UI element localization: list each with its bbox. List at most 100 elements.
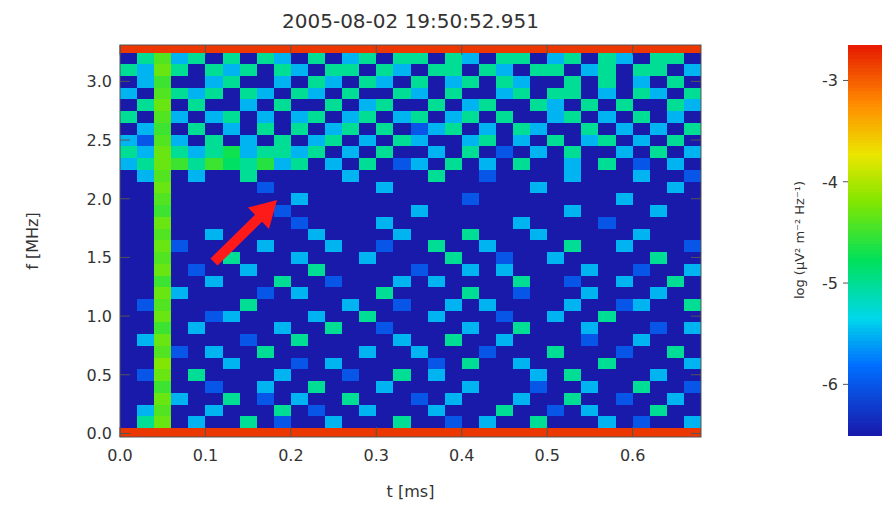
- cell: [308, 345, 326, 357]
- cell: [513, 263, 531, 275]
- cell: [274, 122, 292, 134]
- cell: [411, 263, 429, 275]
- cell: [274, 322, 292, 334]
- cell: [445, 216, 463, 228]
- cell: [633, 345, 651, 357]
- cell: [154, 52, 172, 64]
- cell: [650, 299, 668, 311]
- cell: [342, 322, 360, 334]
- cell: [530, 169, 548, 181]
- cell: [308, 169, 326, 181]
- x-tick: [120, 427, 121, 437]
- cell: [120, 52, 138, 64]
- cell: [291, 322, 309, 334]
- cell: [120, 369, 138, 381]
- cell: [650, 252, 668, 264]
- cell: [325, 216, 343, 228]
- cell: [325, 252, 343, 264]
- x-tick-top: [120, 45, 121, 55]
- cell: [547, 45, 565, 53]
- cell: [581, 334, 599, 346]
- y-tick-label: 3.0: [87, 72, 112, 91]
- cell: [564, 45, 582, 53]
- cell: [188, 369, 206, 381]
- cell: [359, 52, 377, 64]
- cell: [411, 240, 429, 252]
- cell: [684, 134, 701, 146]
- cell: [684, 275, 701, 287]
- cell: [154, 64, 172, 76]
- cell: [564, 181, 582, 193]
- cell: [496, 299, 514, 311]
- cell: [308, 76, 326, 88]
- cell: [633, 334, 651, 346]
- cell: [581, 310, 599, 322]
- cell: [359, 404, 377, 416]
- cell: [411, 369, 429, 381]
- cell: [547, 169, 565, 181]
- cell: [616, 158, 634, 170]
- cell: [650, 275, 668, 287]
- cell: [308, 392, 326, 404]
- cell: [240, 345, 258, 357]
- cell: [445, 228, 463, 240]
- plot-frame: [120, 45, 701, 437]
- cell: [205, 416, 223, 428]
- cell: [240, 111, 258, 123]
- cell: [530, 428, 548, 437]
- x-tick: [205, 427, 206, 437]
- x-tick: [376, 427, 377, 437]
- cell: [308, 416, 326, 428]
- cell: [223, 310, 241, 322]
- cell: [513, 299, 531, 311]
- cell: [291, 369, 309, 381]
- cell: [342, 76, 360, 88]
- cell: [616, 87, 634, 99]
- cell: [479, 275, 497, 287]
- cell: [513, 252, 531, 264]
- cell: [581, 45, 599, 53]
- cell: [479, 169, 497, 181]
- cell: [633, 416, 651, 428]
- cell: [376, 216, 394, 228]
- cell: [462, 52, 480, 64]
- cell: [684, 45, 701, 53]
- cell: [428, 381, 446, 393]
- cell: [667, 334, 685, 346]
- cell: [359, 99, 377, 111]
- cell: [650, 369, 668, 381]
- x-tick-label: 0.1: [193, 446, 218, 465]
- cell: [581, 87, 599, 99]
- cell: [308, 193, 326, 205]
- cell: [393, 45, 411, 53]
- cell: [393, 99, 411, 111]
- cell: [205, 369, 223, 381]
- cell: [376, 275, 394, 287]
- cell: [137, 228, 155, 240]
- cell: [325, 76, 343, 88]
- cell: [547, 158, 565, 170]
- cell: [257, 134, 275, 146]
- cell: [564, 287, 582, 299]
- cell: [479, 87, 497, 99]
- cell: [342, 45, 360, 53]
- cell: [171, 205, 189, 217]
- cell: [598, 287, 616, 299]
- cell: [188, 122, 206, 134]
- cell: [411, 275, 429, 287]
- cell: [154, 240, 172, 252]
- cell: [496, 146, 514, 158]
- cell: [616, 76, 634, 88]
- cell: [547, 146, 565, 158]
- cell: [376, 404, 394, 416]
- cell: [428, 169, 446, 181]
- cell: [462, 111, 480, 123]
- cell: [650, 322, 668, 334]
- cell: [581, 228, 599, 240]
- cell: [376, 357, 394, 369]
- cell: [513, 322, 531, 334]
- cell: [496, 111, 514, 123]
- cell: [445, 87, 463, 99]
- cell: [411, 310, 429, 322]
- cell: [445, 392, 463, 404]
